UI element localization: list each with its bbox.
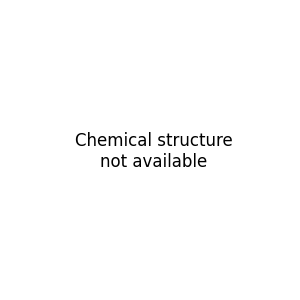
Text: Chemical structure
not available: Chemical structure not available [75,132,232,171]
